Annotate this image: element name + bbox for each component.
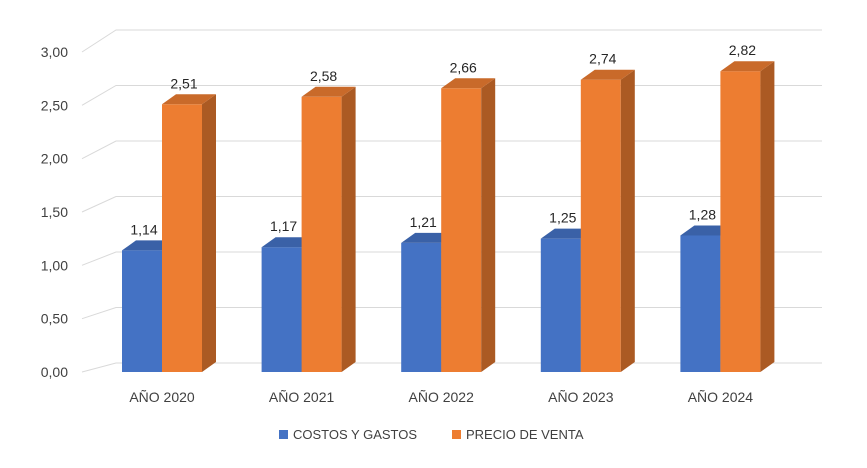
data-label: 1,21 [410,214,437,230]
data-label: 1,14 [130,221,157,237]
legend-label-precio: PRECIO DE VENTA [466,427,584,442]
bars: 1,14 2,51 1,17 2,58 1,21 2,66 1,25 2,74 1,28 2,82 [122,42,775,373]
y-axis: 0,00 0,50 1,00 1,50 2,00 2,50 3,00 [41,44,68,380]
bar-precio-0 [162,94,216,373]
gridlines [81,29,822,373]
y-tick-label: 1,50 [41,204,68,220]
y-tick-label: 2,50 [41,97,68,113]
legend-swatch-precio [452,430,461,439]
bar-precio-2 [441,78,496,373]
data-label: 1,28 [689,206,716,222]
data-label: 2,51 [170,75,197,91]
data-label: 2,58 [310,68,337,84]
y-tick-label: 0,50 [41,311,68,327]
x-tick-label: AÑO 2020 [129,389,195,405]
y-tick-label: 2,00 [41,151,68,167]
data-label: 1,17 [270,218,297,234]
y-tick-label: 0,00 [41,364,68,380]
gridline [81,29,822,53]
data-label: 2,74 [589,51,616,67]
x-axis: AÑO 2020 AÑO 2021 AÑO 2022 AÑO 2023 AÑO 2024 [129,389,753,405]
data-label: 2,82 [729,42,756,58]
y-tick-label: 3,00 [41,44,68,60]
x-tick-label: AÑO 2022 [409,389,475,405]
bar-precio-3 [580,69,635,372]
bar-precio-1 [301,86,356,373]
legend: COSTOS Y GASTOS PRECIO DE VENTA [279,427,584,442]
data-label: 1,25 [549,210,576,226]
x-tick-label: AÑO 2023 [548,389,614,405]
y-tick-label: 1,00 [41,257,68,273]
data-label: 2,66 [450,59,477,75]
bar-precio-4 [720,61,775,372]
legend-label-costos: COSTOS Y GASTOS [293,427,417,442]
x-tick-label: AÑO 2021 [269,389,335,405]
x-tick-label: AÑO 2024 [688,389,754,405]
legend-swatch-costos [279,430,288,439]
